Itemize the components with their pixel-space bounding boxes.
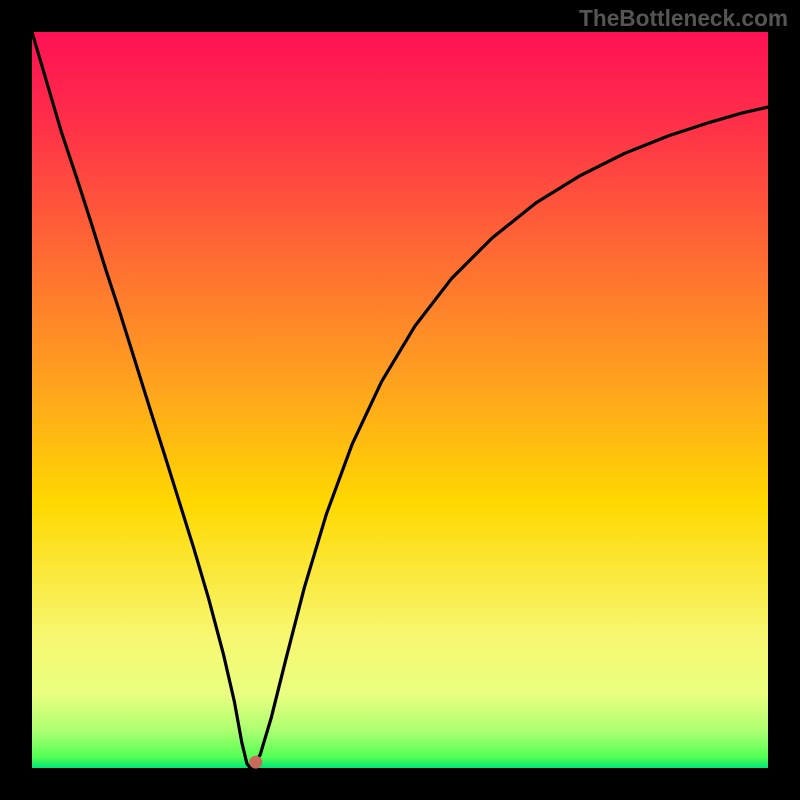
optimal-point-marker xyxy=(249,756,262,769)
plot-area xyxy=(32,32,768,768)
chart-container: TheBottleneck.com xyxy=(0,0,800,800)
chart-svg xyxy=(0,0,800,800)
